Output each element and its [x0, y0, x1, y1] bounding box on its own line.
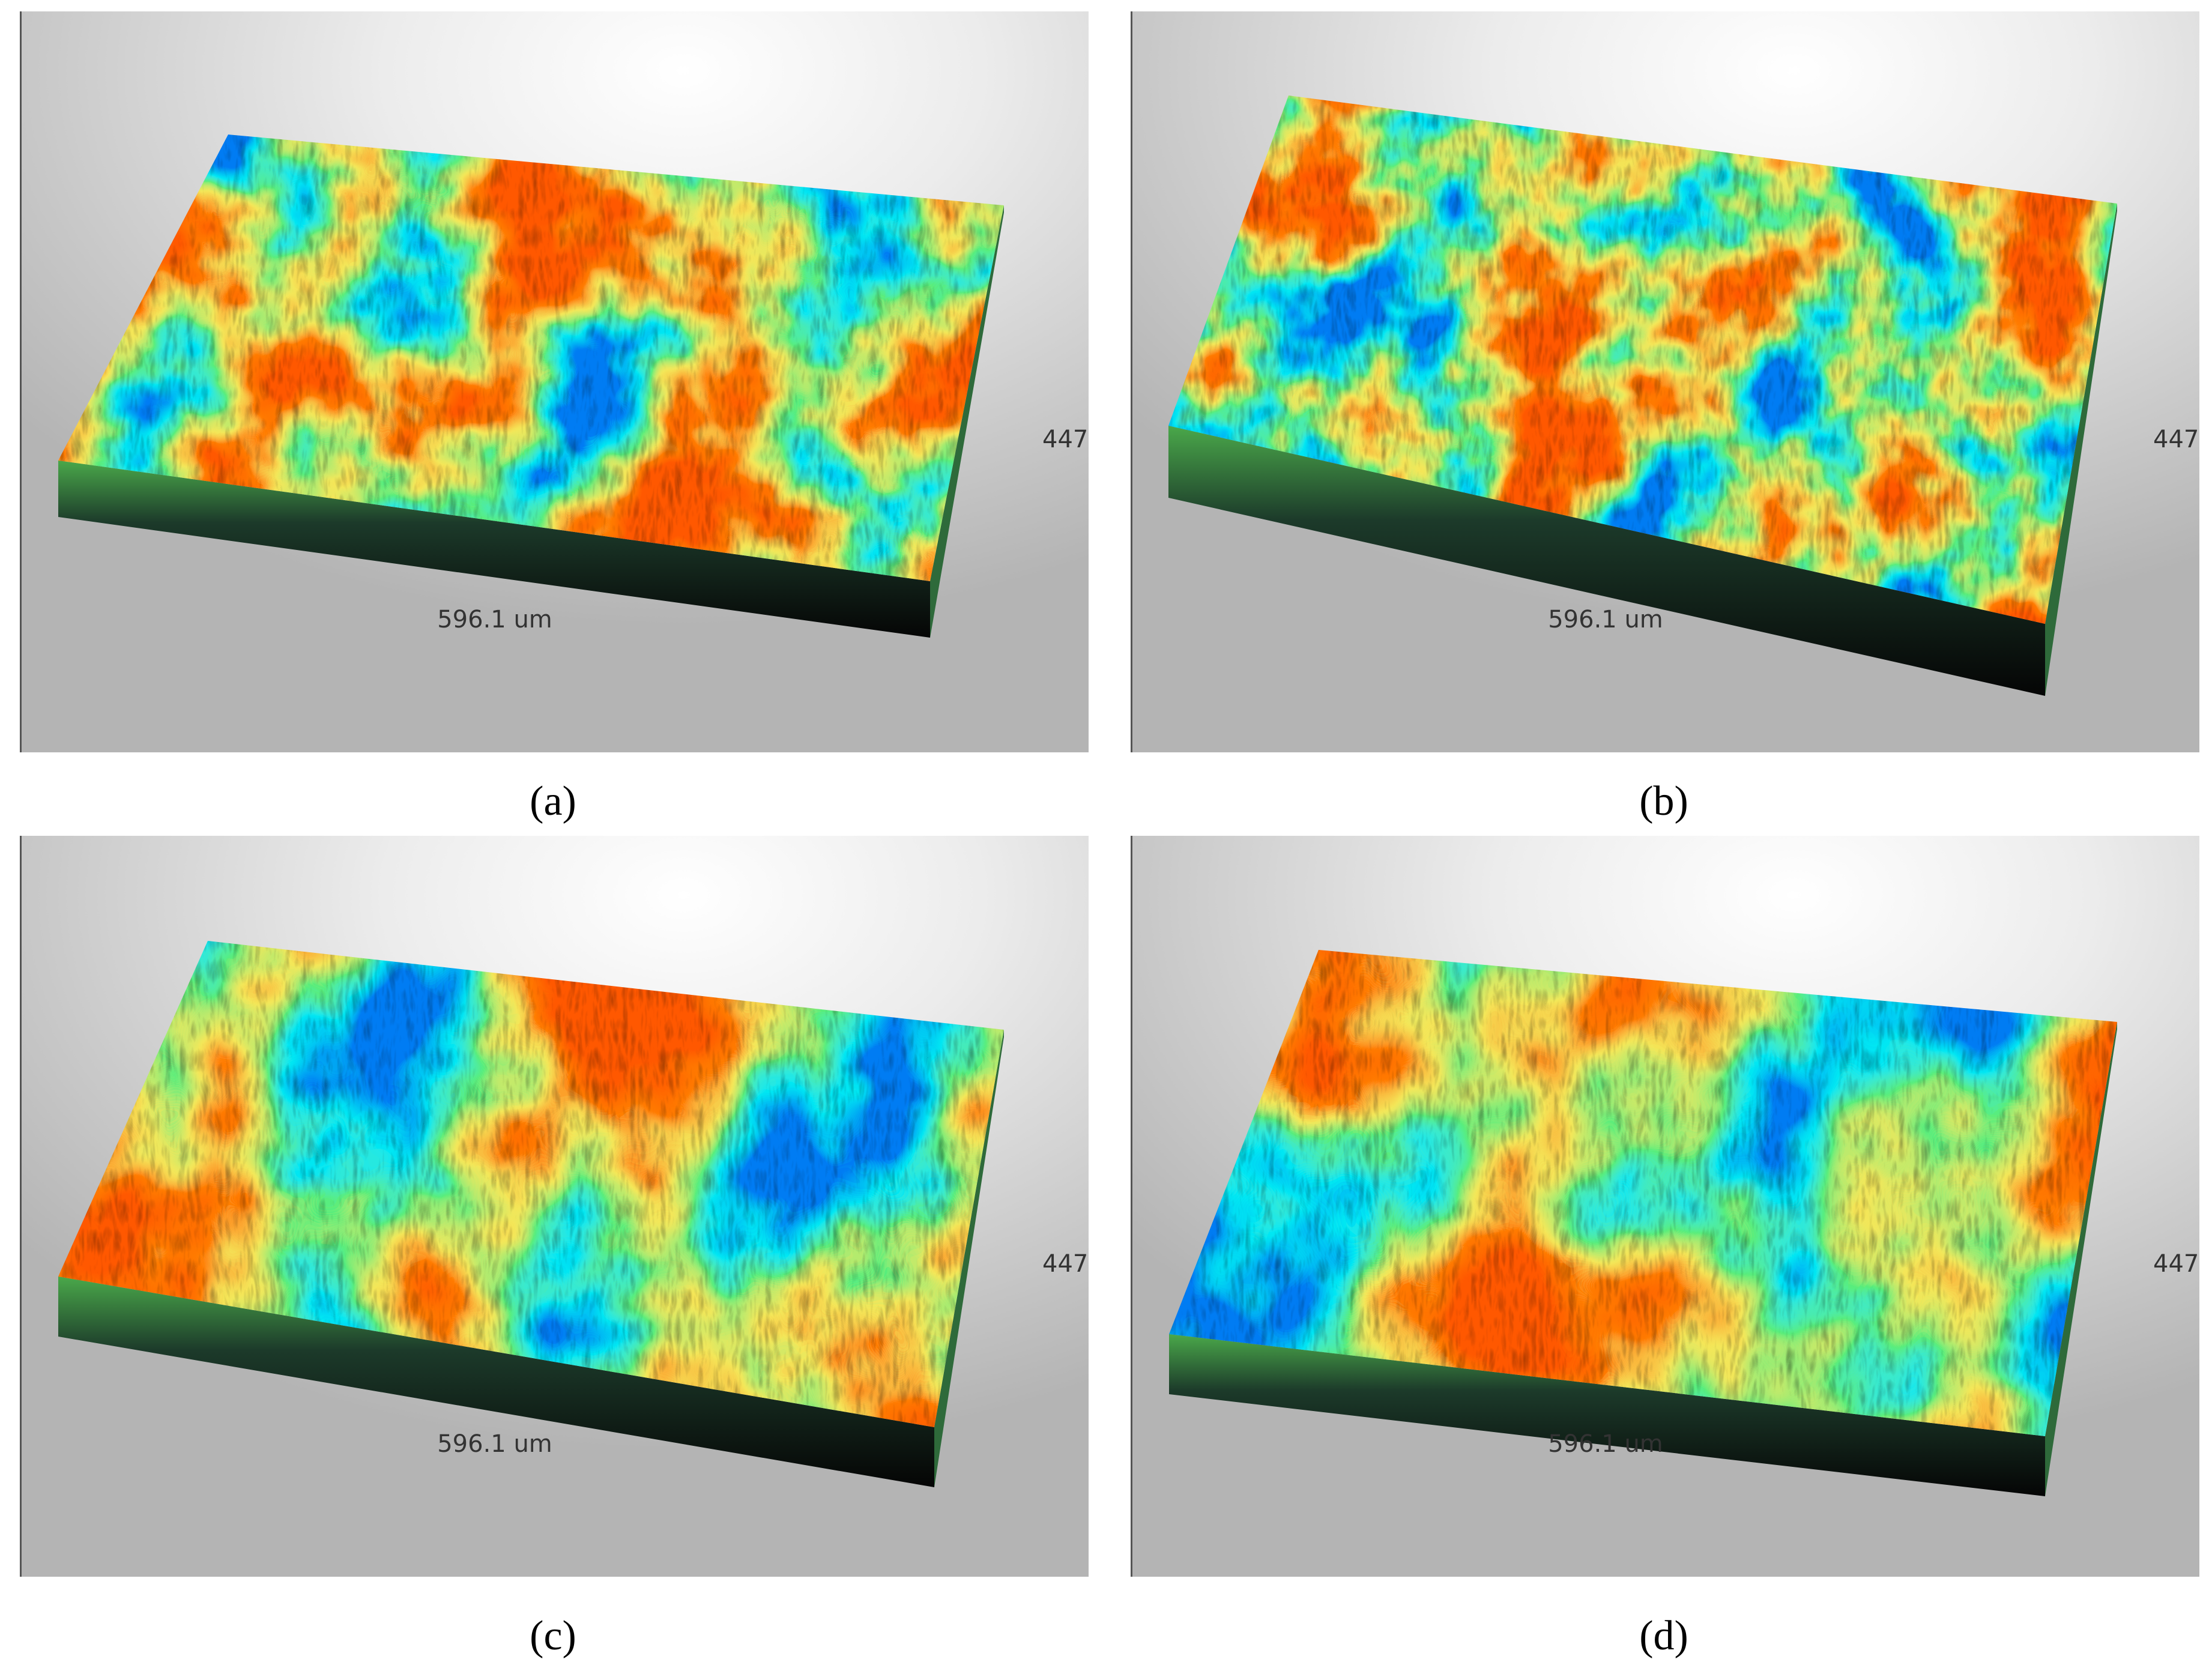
x-extent-label: 596.1 um	[1548, 1430, 1663, 1458]
right-face	[934, 1030, 1004, 1487]
right-face	[930, 205, 1004, 638]
texture	[58, 134, 1004, 581]
front-face	[1169, 1334, 2045, 1496]
front-face	[58, 1277, 934, 1487]
surface-panel: 447.1 596.1 um	[20, 11, 1089, 752]
caption: (b)	[1639, 778, 1688, 824]
right-face	[2045, 1022, 2117, 1496]
surface-top	[58, 134, 1004, 581]
caption: (c)	[530, 1613, 576, 1659]
x-extent-label: 596.1 um	[437, 606, 552, 633]
x-extent-label: 596.1 um	[437, 1430, 552, 1458]
surface-plot	[1169, 950, 2117, 1496]
surface-panel: 447.1 596.1 um	[20, 836, 1089, 1577]
front-face	[58, 461, 930, 638]
y-extent-label: 447.1	[2153, 1250, 2199, 1278]
surface-panel: 447.1 596.1 um	[1131, 11, 2199, 752]
caption: (d)	[1639, 1613, 1688, 1659]
surface-plot	[1168, 95, 2117, 696]
surface-panel: 447.1 596.1 um	[1131, 836, 2199, 1577]
surface-plot	[58, 941, 1004, 1487]
y-extent-label: 447.1	[1042, 426, 1089, 453]
right-face	[2045, 204, 2117, 696]
y-extent-label: 447.1	[2153, 426, 2199, 453]
front-face	[1168, 426, 2045, 696]
caption: (a)	[530, 778, 576, 824]
surface-plot	[58, 134, 1004, 638]
y-extent-label: 447.1	[1042, 1250, 1089, 1278]
x-extent-label: 596.1 um	[1548, 606, 1663, 633]
